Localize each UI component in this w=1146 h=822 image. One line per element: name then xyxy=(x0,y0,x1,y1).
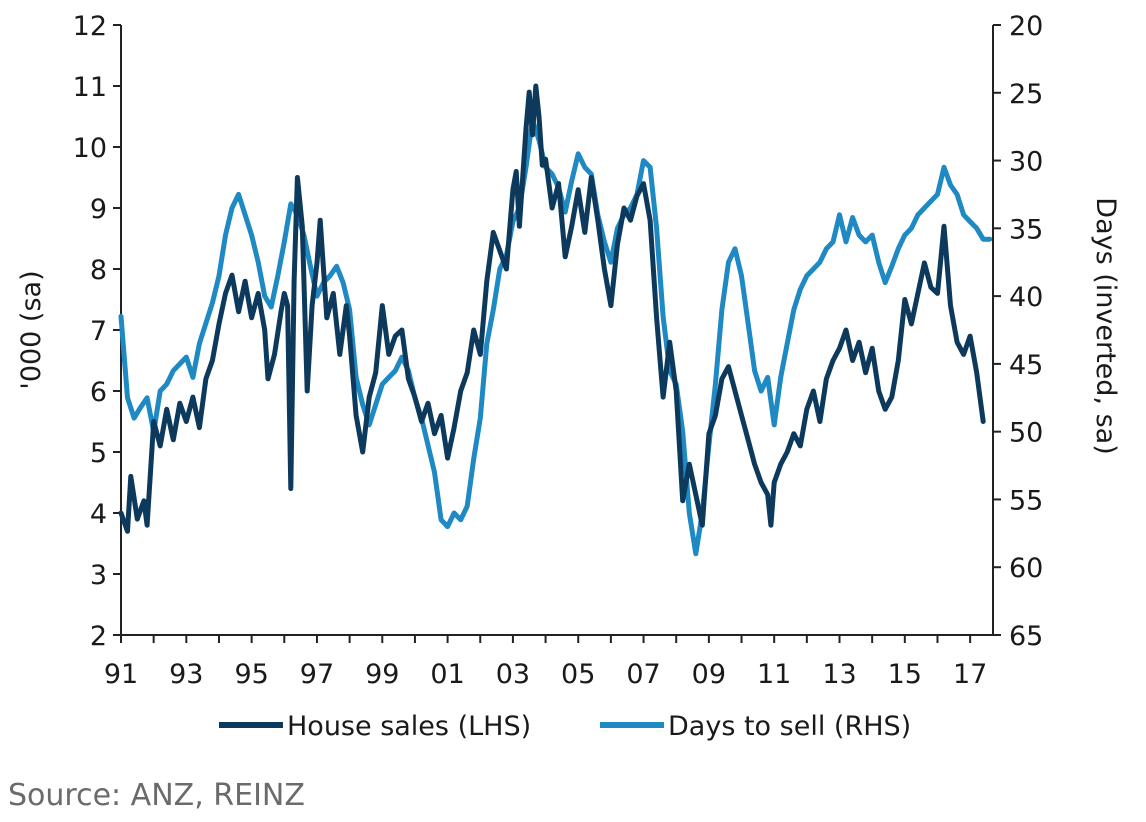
right-tick-label: 20 xyxy=(1009,11,1043,42)
legend-label-days-to-sell: Days to sell (RHS) xyxy=(668,711,911,742)
right-tick-label: 35 xyxy=(1009,214,1043,245)
left-tick-label: 9 xyxy=(90,194,107,225)
x-tick-label: 95 xyxy=(234,659,268,690)
left-axis: 2 3 4 5 6 7 8 9 10 11 12 xyxy=(73,11,122,652)
right-tick-label: 40 xyxy=(1009,282,1043,313)
x-tick-label: 13 xyxy=(822,659,856,690)
right-tick-label: 55 xyxy=(1009,485,1043,516)
left-axis-title: '000 (sa) xyxy=(16,270,47,389)
x-axis: 91 93 95 97 99 01 03 05 07 09 11 13 15 17 xyxy=(104,634,993,690)
x-tick-label: 03 xyxy=(496,659,530,690)
legend: House sales (LHS) Days to sell (RHS) xyxy=(219,711,911,742)
right-axis-title: Days (inverted, sa) xyxy=(1090,197,1121,454)
left-tick-label: 11 xyxy=(73,72,107,103)
x-tick-label: 07 xyxy=(626,659,660,690)
series-line-house-sales xyxy=(118,83,986,534)
x-tick-label: 09 xyxy=(692,659,726,690)
left-tick-label: 2 xyxy=(90,621,107,652)
x-tick-label: 15 xyxy=(888,659,922,690)
x-tick-label: 17 xyxy=(953,659,987,690)
left-tick-label: 6 xyxy=(90,377,107,408)
legend-label-house-sales: House sales (LHS) xyxy=(287,711,531,742)
right-tick-label: 60 xyxy=(1009,553,1043,584)
right-axis: 20 25 30 35 40 45 50 55 60 65 xyxy=(992,11,1043,652)
x-tick-label: 91 xyxy=(104,659,138,690)
right-tick-label: 25 xyxy=(1009,79,1043,110)
x-tick-label: 11 xyxy=(757,659,791,690)
left-tick-label: 10 xyxy=(73,133,107,164)
left-tick-label: 12 xyxy=(73,11,107,42)
right-tick-label: 65 xyxy=(1009,621,1043,652)
x-tick-label: 01 xyxy=(430,659,464,690)
source-note: Source: ANZ, REINZ xyxy=(8,778,305,813)
x-tick-label: 93 xyxy=(169,659,203,690)
x-tick-label: 99 xyxy=(365,659,399,690)
left-tick-label: 5 xyxy=(90,438,107,469)
x-tick-label: 97 xyxy=(300,659,334,690)
series-line-days-to-sell xyxy=(118,117,993,557)
series-layer xyxy=(118,83,993,557)
left-tick-label: 3 xyxy=(90,560,107,591)
right-tick-label: 30 xyxy=(1009,147,1043,178)
left-tick-label: 8 xyxy=(90,255,107,286)
left-tick-label: 7 xyxy=(90,316,107,347)
right-tick-label: 50 xyxy=(1009,418,1043,449)
x-tick-label: 05 xyxy=(561,659,595,690)
left-tick-label: 4 xyxy=(90,499,107,530)
right-tick-label: 45 xyxy=(1009,350,1043,381)
